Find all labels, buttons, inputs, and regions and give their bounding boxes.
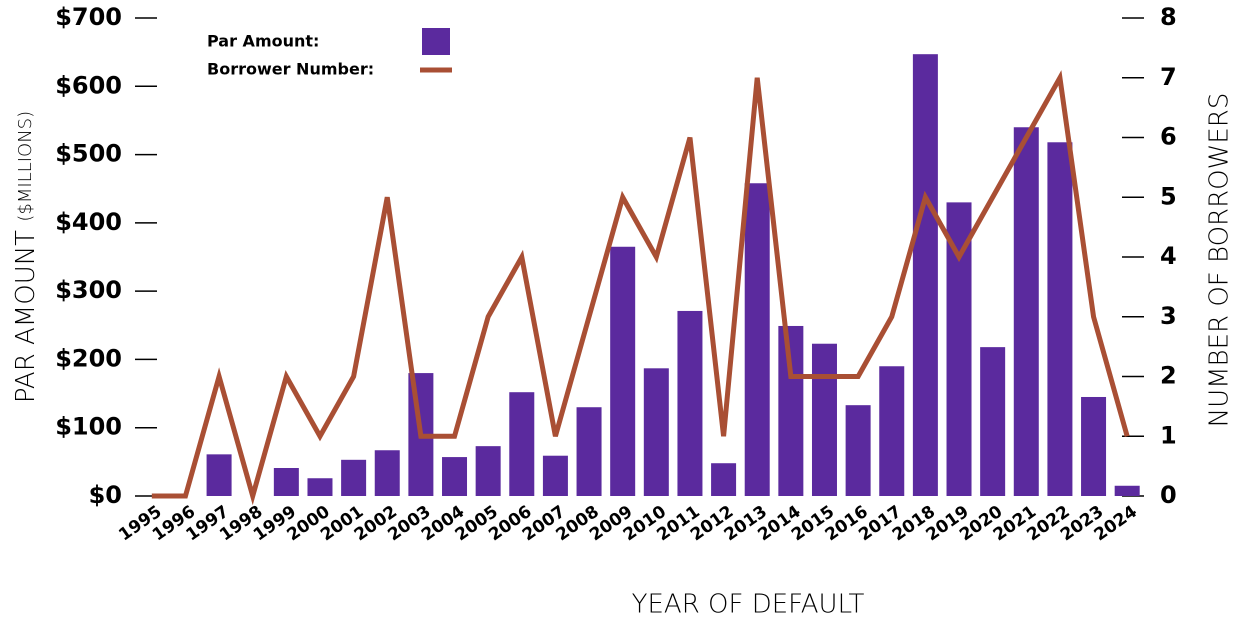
bar xyxy=(374,450,400,496)
bar xyxy=(811,343,837,496)
bar xyxy=(442,457,468,496)
y-axis-title: PAR AMOUNT xyxy=(11,230,41,403)
bar xyxy=(576,407,602,496)
line xyxy=(151,70,1130,506)
y-tick-label: $500 xyxy=(55,140,122,168)
bar xyxy=(912,54,938,496)
bar xyxy=(206,454,232,496)
y-tick-label: $400 xyxy=(55,208,122,236)
bar xyxy=(845,405,871,496)
y2-tick-label: 3 xyxy=(1160,302,1177,330)
y2-tick-label: 5 xyxy=(1160,182,1177,210)
bar xyxy=(711,463,737,496)
bar xyxy=(273,468,299,496)
bar xyxy=(1081,396,1107,496)
bar xyxy=(744,183,770,496)
y2-tick-label: 2 xyxy=(1160,362,1177,390)
bar xyxy=(1047,142,1073,496)
y2-tick-label: 0 xyxy=(1160,481,1177,509)
legend-label: Par Amount: xyxy=(207,32,319,51)
y2-axis-label: NUMBER OF BORROWERS xyxy=(1205,93,1235,428)
bar xyxy=(879,366,905,496)
bar xyxy=(778,325,804,496)
y2-tick-label: 6 xyxy=(1160,123,1177,151)
bar xyxy=(475,446,501,496)
bar xyxy=(1114,485,1140,496)
bar xyxy=(946,202,972,496)
bar xyxy=(341,459,367,496)
y-tick-label: $600 xyxy=(55,71,122,99)
y-tick-label: $200 xyxy=(55,344,122,372)
bar xyxy=(677,310,703,496)
y-tick-label: $100 xyxy=(55,413,122,441)
x-axis-label: YEAR OF DEFAULT xyxy=(632,590,865,620)
bar xyxy=(643,368,669,496)
bar xyxy=(610,246,636,496)
y-axis-unit: ($MILLIONS) xyxy=(15,111,36,222)
legend-label: Borrower Number: xyxy=(207,60,374,79)
y-tick-label: $0 xyxy=(89,481,122,509)
y2-tick-label: 1 xyxy=(1160,421,1177,449)
y2-tick-label: 8 xyxy=(1160,3,1177,31)
y2-tick-label: 7 xyxy=(1160,63,1177,91)
y-axis-label: PAR AMOUNT ($MILLIONS) xyxy=(11,111,41,403)
y-tick-label: $300 xyxy=(55,276,122,304)
bar xyxy=(980,347,1006,496)
bar xyxy=(509,392,535,496)
bar xyxy=(1013,127,1039,496)
bar xyxy=(542,455,568,496)
bar xyxy=(307,478,333,496)
legend-swatch xyxy=(422,28,450,55)
y2-tick-label: 4 xyxy=(1160,242,1177,270)
y-tick-label: $700 xyxy=(55,3,122,31)
